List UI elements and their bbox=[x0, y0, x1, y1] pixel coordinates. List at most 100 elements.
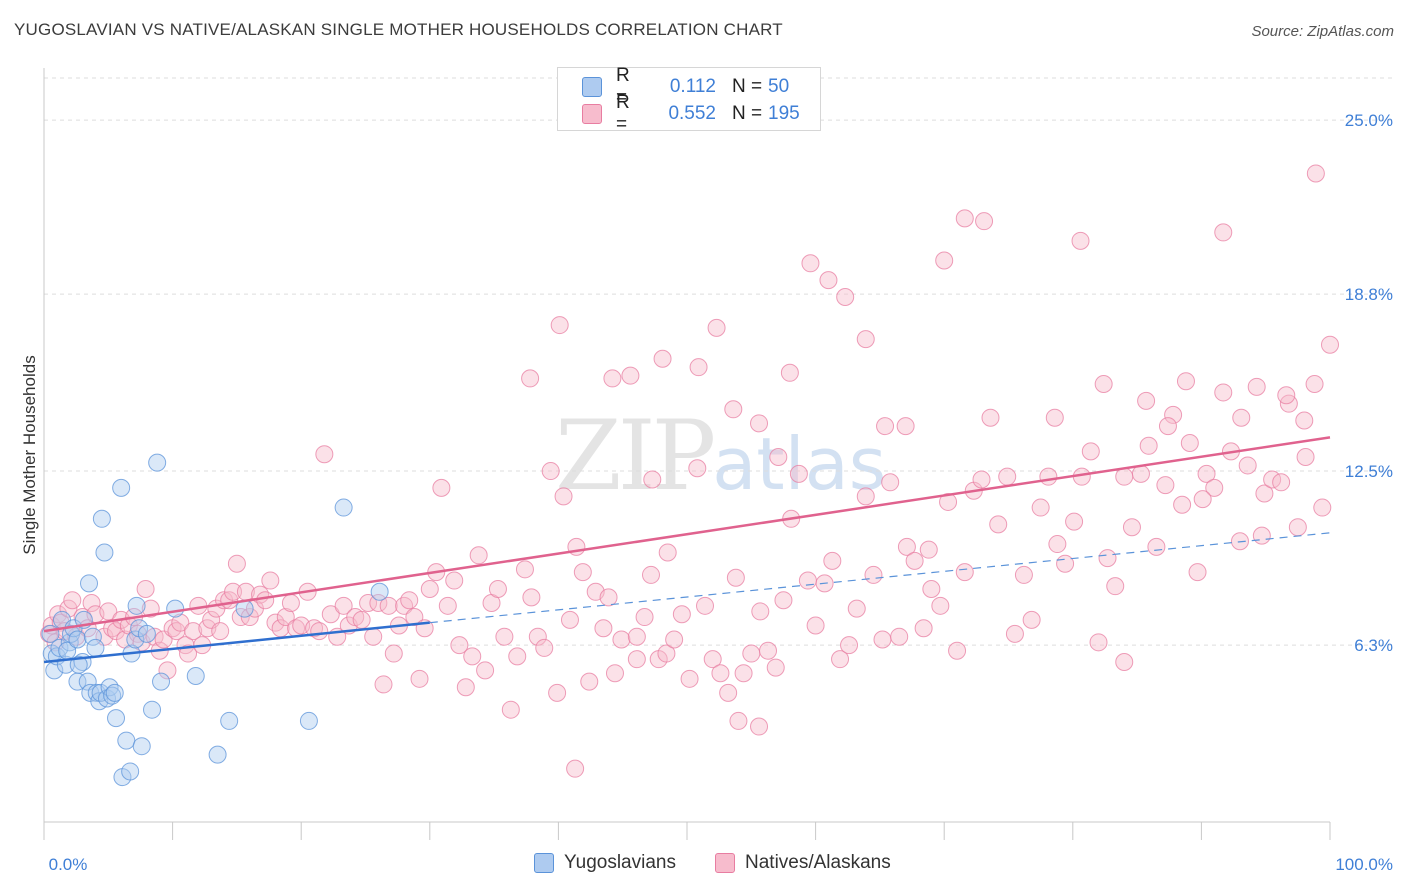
point-natives bbox=[554, 487, 573, 506]
n-label: N = bbox=[732, 103, 763, 124]
point-natives bbox=[881, 473, 900, 492]
point-natives bbox=[653, 349, 672, 368]
swatch-yugoslavians bbox=[582, 77, 602, 97]
point-natives bbox=[819, 271, 838, 290]
legend-item-yugoslavians[interactable]: Yugoslavians bbox=[534, 852, 676, 874]
point-natives bbox=[1214, 383, 1233, 402]
point-natives bbox=[240, 608, 259, 627]
point-yugoslavians bbox=[186, 667, 205, 686]
point-yugoslavians bbox=[86, 638, 105, 657]
point-natives bbox=[1164, 405, 1183, 424]
point-natives bbox=[703, 650, 722, 669]
point-yugoslavians bbox=[103, 686, 122, 705]
point-natives bbox=[515, 560, 534, 579]
point-natives bbox=[798, 571, 817, 590]
point-natives bbox=[521, 369, 540, 388]
point-natives bbox=[1255, 484, 1274, 503]
point-natives bbox=[548, 683, 567, 702]
stats-row-natives: R = 0.552 N = 195 bbox=[582, 92, 800, 135]
point-natives bbox=[1005, 624, 1024, 643]
point-natives bbox=[1022, 610, 1041, 629]
point-yugoslavians bbox=[107, 709, 126, 728]
point-natives bbox=[310, 622, 329, 641]
legend-item-natives[interactable]: Natives/Alaskans bbox=[715, 852, 891, 874]
point-natives bbox=[1277, 386, 1296, 405]
point-natives bbox=[1313, 498, 1332, 517]
point-natives bbox=[658, 543, 677, 562]
point-natives bbox=[876, 417, 895, 436]
point-natives bbox=[707, 318, 726, 337]
n-value: 50 bbox=[768, 76, 790, 97]
point-natives bbox=[955, 563, 974, 582]
point-natives bbox=[184, 622, 203, 641]
point-natives bbox=[896, 417, 915, 436]
point-natives bbox=[1139, 436, 1158, 455]
point-natives bbox=[1098, 549, 1117, 568]
point-natives bbox=[890, 627, 909, 646]
point-natives bbox=[1065, 512, 1084, 531]
stats-row-yugoslavians: R = 0.112 N = 50 bbox=[582, 65, 790, 108]
point-natives bbox=[171, 613, 190, 632]
point-yugoslavians bbox=[117, 731, 136, 750]
point-natives bbox=[719, 683, 738, 702]
source-label: Source: ZipAtlas.com bbox=[1251, 23, 1394, 40]
point-yugoslavians bbox=[105, 683, 124, 702]
point-natives bbox=[1094, 375, 1113, 394]
point-natives bbox=[379, 596, 398, 615]
point-yugoslavians bbox=[127, 596, 146, 615]
point-natives bbox=[1045, 408, 1064, 427]
point-natives bbox=[627, 627, 646, 646]
legend-swatch-yugoslavians bbox=[534, 853, 554, 873]
watermark-atlas: atlas bbox=[712, 422, 887, 506]
point-natives bbox=[1071, 231, 1090, 250]
r-label: R = bbox=[616, 65, 630, 108]
point-natives bbox=[227, 554, 246, 573]
point-yugoslavians bbox=[83, 627, 102, 646]
point-yugoslavians bbox=[208, 745, 227, 764]
point-yugoslavians bbox=[121, 762, 140, 781]
point-natives bbox=[864, 565, 883, 584]
r-label: R = bbox=[616, 92, 630, 135]
point-yugoslavians bbox=[143, 700, 162, 719]
point-natives bbox=[769, 448, 788, 467]
point-natives bbox=[1180, 433, 1199, 452]
legend-swatch-natives bbox=[715, 853, 735, 873]
point-natives bbox=[1039, 467, 1058, 486]
point-natives bbox=[508, 647, 527, 666]
point-natives bbox=[82, 594, 101, 613]
point-yugoslavians bbox=[126, 630, 145, 649]
y-tick-label: 6.3% bbox=[1354, 636, 1393, 655]
point-natives bbox=[1147, 537, 1166, 556]
chart-title: YUGOSLAVIAN VS NATIVE/ALASKAN SINGLE MOT… bbox=[14, 20, 783, 39]
point-natives bbox=[766, 658, 785, 677]
point-natives bbox=[1089, 633, 1108, 652]
point-natives bbox=[939, 492, 958, 511]
point-yugoslavians bbox=[299, 711, 318, 730]
point-yugoslavians bbox=[152, 672, 171, 691]
point-natives bbox=[1232, 408, 1251, 427]
r-value: 0.112 bbox=[669, 76, 716, 97]
point-natives bbox=[750, 717, 769, 736]
point-natives bbox=[665, 630, 684, 649]
point-natives bbox=[261, 571, 280, 590]
point-natives bbox=[759, 641, 778, 660]
point-natives bbox=[535, 638, 554, 657]
point-natives bbox=[989, 515, 1008, 534]
point-natives bbox=[603, 369, 622, 388]
y-tick-label: 18.8% bbox=[1345, 285, 1393, 304]
point-natives bbox=[1306, 164, 1325, 183]
point-natives bbox=[438, 596, 457, 615]
point-natives bbox=[1272, 473, 1291, 492]
point-natives bbox=[998, 467, 1017, 486]
point-natives bbox=[734, 664, 753, 683]
point-natives bbox=[1014, 565, 1033, 584]
point-natives bbox=[281, 594, 300, 613]
point-natives bbox=[488, 579, 507, 598]
x-tick-label-end: 100.0% bbox=[1335, 855, 1393, 874]
point-natives bbox=[1214, 223, 1233, 242]
point-natives bbox=[774, 591, 793, 610]
y-axis-label: Single Mother Households bbox=[20, 355, 39, 554]
point-natives bbox=[1288, 518, 1307, 537]
point-natives bbox=[1106, 577, 1125, 596]
point-natives bbox=[724, 400, 743, 419]
